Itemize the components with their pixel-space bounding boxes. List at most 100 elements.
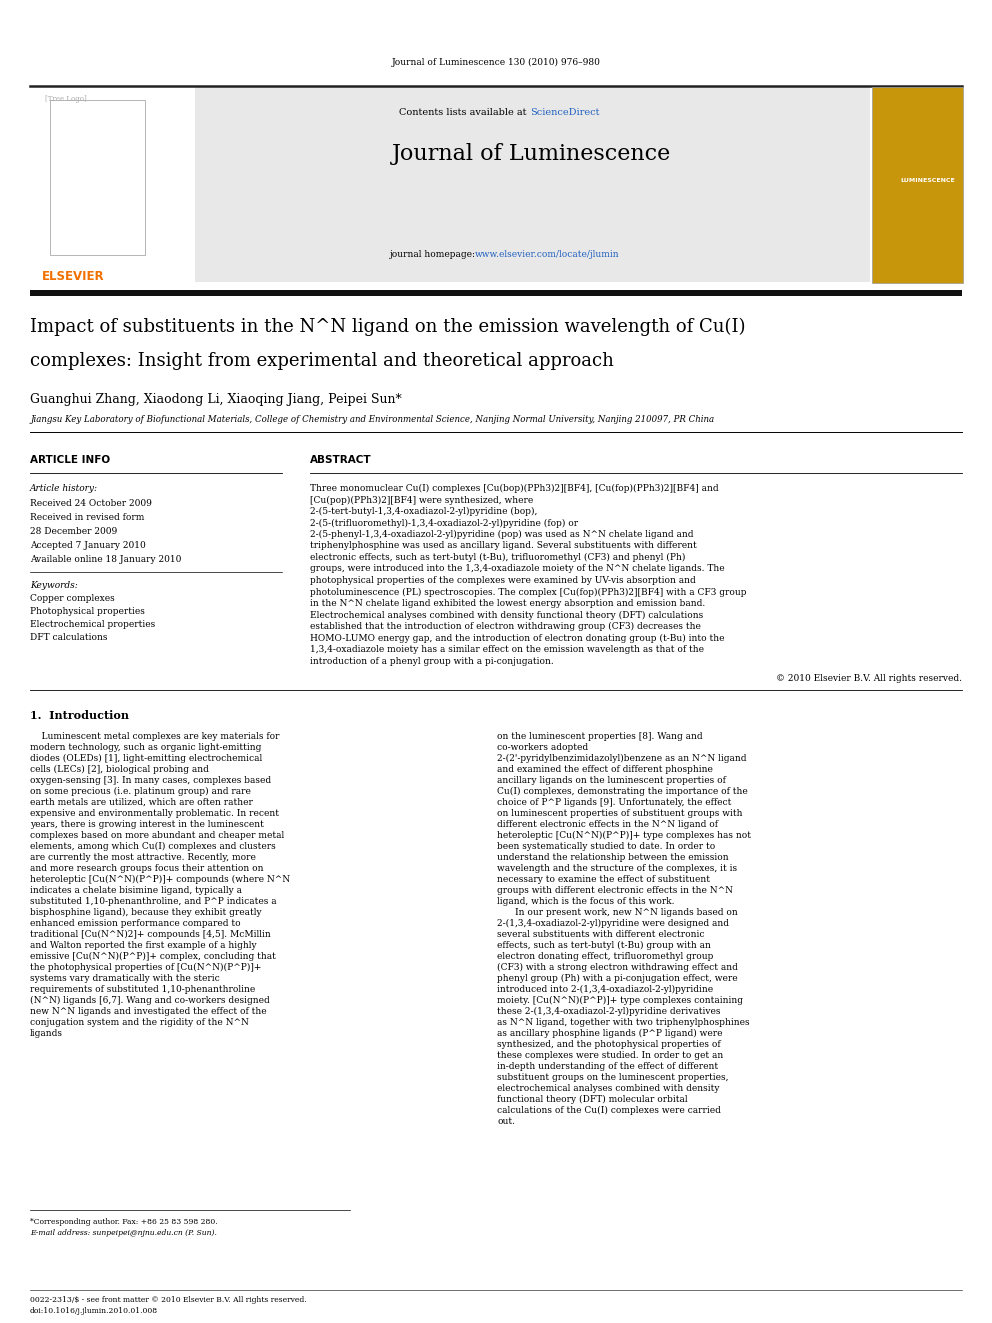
Text: ScienceDirect: ScienceDirect (530, 108, 599, 116)
Text: heteroleptic [Cu(N^N)(P^P)]+ compounds (where N^N: heteroleptic [Cu(N^N)(P^P)]+ compounds (… (30, 875, 290, 884)
Text: Available online 18 January 2010: Available online 18 January 2010 (30, 556, 182, 564)
Text: ARTICLE INFO: ARTICLE INFO (30, 455, 110, 464)
Text: (N^N) ligands [6,7]. Wang and co-workers designed: (N^N) ligands [6,7]. Wang and co-workers… (30, 996, 270, 1005)
Text: systems vary dramatically with the steric: systems vary dramatically with the steri… (30, 974, 220, 983)
Text: cells (LECs) [2], biological probing and: cells (LECs) [2], biological probing and (30, 765, 209, 774)
Text: years, there is growing interest in the luminescent: years, there is growing interest in the … (30, 820, 264, 830)
Text: doi:10.1016/j.jlumin.2010.01.008: doi:10.1016/j.jlumin.2010.01.008 (30, 1307, 158, 1315)
Text: Accepted 7 January 2010: Accepted 7 January 2010 (30, 541, 146, 550)
Text: photophysical properties of the complexes were examined by UV-vis absorption and: photophysical properties of the complexe… (310, 576, 695, 585)
Text: electrochemical analyses combined with density: electrochemical analyses combined with d… (497, 1084, 719, 1093)
Text: groups, were introduced into the 1,3,4-oxadiazole moiety of the N^N chelate liga: groups, were introduced into the 1,3,4-o… (310, 565, 724, 573)
Text: bisphosphine ligand), because they exhibit greatly: bisphosphine ligand), because they exhib… (30, 908, 262, 917)
Bar (30, 290, 962, 296)
Text: Keywords:: Keywords: (30, 581, 77, 590)
Text: and Walton reported the first example of a highly: and Walton reported the first example of… (30, 941, 257, 950)
Bar (30, 87, 193, 282)
Bar (50, 101, 145, 255)
Text: www.elsevier.com/locate/jlumin: www.elsevier.com/locate/jlumin (475, 250, 620, 259)
Text: conjugation system and the rigidity of the N^N: conjugation system and the rigidity of t… (30, 1017, 249, 1027)
Text: 2-(1,3,4-oxadiazol-2-yl)pyridine were designed and: 2-(1,3,4-oxadiazol-2-yl)pyridine were de… (497, 919, 729, 929)
Text: *Corresponding author. Fax: +86 25 83 598 280.: *Corresponding author. Fax: +86 25 83 59… (30, 1218, 217, 1226)
Text: in the N^N chelate ligand exhibited the lowest energy absorption and emission ba: in the N^N chelate ligand exhibited the … (310, 599, 705, 609)
Text: out.: out. (497, 1117, 515, 1126)
Text: electron donating effect, trifluoromethyl group: electron donating effect, trifluoromethy… (497, 953, 713, 960)
Text: Electrochemical analyses combined with density functional theory (DFT) calculati: Electrochemical analyses combined with d… (310, 610, 703, 619)
Text: necessary to examine the effect of substituent: necessary to examine the effect of subst… (497, 875, 710, 884)
Text: functional theory (DFT) molecular orbital: functional theory (DFT) molecular orbita… (497, 1095, 687, 1105)
Text: new N^N ligands and investigated the effect of the: new N^N ligands and investigated the eff… (30, 1007, 267, 1016)
Text: Guanghui Zhang, Xiaodong Li, Xiaoqing Jiang, Peipei Sun*: Guanghui Zhang, Xiaodong Li, Xiaoqing Ji… (30, 393, 402, 406)
Text: Luminescent metal complexes are key materials for: Luminescent metal complexes are key mate… (30, 732, 280, 741)
Text: Article history:: Article history: (30, 484, 98, 493)
Text: elements, among which Cu(I) complexes and clusters: elements, among which Cu(I) complexes an… (30, 841, 276, 851)
Text: substituted 1,10-phenanthroline, and P^P indicates a: substituted 1,10-phenanthroline, and P^P… (30, 897, 277, 906)
Text: as ancillary phosphine ligands (P^P ligand) were: as ancillary phosphine ligands (P^P liga… (497, 1029, 722, 1039)
Text: © 2010 Elsevier B.V. All rights reserved.: © 2010 Elsevier B.V. All rights reserved… (776, 673, 962, 683)
Text: Jiangsu Key Laboratory of Biofunctional Materials, College of Chemistry and Envi: Jiangsu Key Laboratory of Biofunctional … (30, 415, 714, 423)
Text: substituent groups on the luminescent properties,: substituent groups on the luminescent pr… (497, 1073, 728, 1082)
Text: choice of P^P ligands [9]. Unfortunately, the effect: choice of P^P ligands [9]. Unfortunately… (497, 798, 731, 807)
Text: enhanced emission performance compared to: enhanced emission performance compared t… (30, 919, 241, 927)
Text: Electrochemical properties: Electrochemical properties (30, 620, 156, 628)
Text: oxygen-sensing [3]. In many cases, complexes based: oxygen-sensing [3]. In many cases, compl… (30, 777, 271, 785)
Text: 28 December 2009: 28 December 2009 (30, 527, 117, 536)
Text: [Cu(pop)(PPh3)2][BF4] were synthesized, where: [Cu(pop)(PPh3)2][BF4] were synthesized, … (310, 496, 534, 504)
Text: calculations of the Cu(I) complexes were carried: calculations of the Cu(I) complexes were… (497, 1106, 721, 1115)
Text: Copper complexes: Copper complexes (30, 594, 115, 603)
Text: LUMINESCENCE: LUMINESCENCE (900, 177, 954, 183)
Text: 2-(5-phenyl-1,3,4-oxadiazol-2-yl)pyridine (pop) was used as N^N chelate ligand a: 2-(5-phenyl-1,3,4-oxadiazol-2-yl)pyridin… (310, 531, 693, 540)
Text: and more research groups focus their attention on: and more research groups focus their att… (30, 864, 264, 873)
Text: Received in revised form: Received in revised form (30, 513, 145, 523)
Text: ligands: ligands (30, 1029, 63, 1039)
Text: Journal of Luminescence: Journal of Luminescence (393, 143, 672, 165)
Text: been systematically studied to date. In order to: been systematically studied to date. In … (497, 841, 715, 851)
Text: understand the relationship between the emission: understand the relationship between the … (497, 853, 729, 863)
Text: photoluminescence (PL) spectroscopies. The complex [Cu(fop)(PPh3)2][BF4] with a : photoluminescence (PL) spectroscopies. T… (310, 587, 747, 597)
Text: DFT calculations: DFT calculations (30, 632, 107, 642)
Text: ligand, which is the focus of this work.: ligand, which is the focus of this work. (497, 897, 675, 906)
Text: on the luminescent properties [8]. Wang and: on the luminescent properties [8]. Wang … (497, 732, 702, 741)
Text: expensive and environmentally problematic. In recent: expensive and environmentally problemati… (30, 808, 279, 818)
Text: and examined the effect of different phosphine: and examined the effect of different pho… (497, 765, 713, 774)
Text: different electronic effects in the N^N ligand of: different electronic effects in the N^N … (497, 820, 718, 830)
Text: journal homepage:: journal homepage: (390, 250, 479, 259)
Bar (195, 87, 870, 282)
Text: traditional [Cu(N^N)2]+ compounds [4,5]. McMillin: traditional [Cu(N^N)2]+ compounds [4,5].… (30, 930, 271, 939)
Text: ELSEVIER: ELSEVIER (42, 270, 104, 283)
Text: the photophysical properties of [Cu(N^N)(P^P)]+: the photophysical properties of [Cu(N^N)… (30, 963, 261, 972)
Text: complexes: Insight from experimental and theoretical approach: complexes: Insight from experimental and… (30, 352, 614, 370)
Text: are currently the most attractive. Recently, more: are currently the most attractive. Recen… (30, 853, 256, 863)
Text: Photophysical properties: Photophysical properties (30, 607, 145, 617)
Text: moiety. [Cu(N^N)(P^P)]+ type complexes containing: moiety. [Cu(N^N)(P^P)]+ type complexes c… (497, 996, 743, 1005)
Text: heteroleptic [Cu(N^N)(P^P)]+ type complexes has not: heteroleptic [Cu(N^N)(P^P)]+ type comple… (497, 831, 751, 840)
Text: Contents lists available at: Contents lists available at (400, 108, 530, 116)
Text: modern technology, such as organic light-emitting: modern technology, such as organic light… (30, 744, 261, 751)
Text: Three monomuclear Cu(I) complexes [Cu(bop)(PPh3)2][BF4], [Cu(fop)(PPh3)2][BF4] a: Three monomuclear Cu(I) complexes [Cu(bo… (310, 484, 718, 493)
Text: in-depth understanding of the effect of different: in-depth understanding of the effect of … (497, 1062, 718, 1072)
Text: introduction of a phenyl group with a pi-conjugation.: introduction of a phenyl group with a pi… (310, 656, 554, 665)
Text: Cu(I) complexes, demonstrating the importance of the: Cu(I) complexes, demonstrating the impor… (497, 787, 748, 796)
Text: In our present work, new N^N ligands based on: In our present work, new N^N ligands bas… (515, 908, 738, 917)
Text: ABSTRACT: ABSTRACT (310, 455, 372, 464)
Bar (872, 87, 963, 283)
Text: several substituents with different electronic: several substituents with different elec… (497, 930, 704, 939)
Text: complexes based on more abundant and cheaper metal: complexes based on more abundant and che… (30, 831, 285, 840)
Text: diodes (OLEDs) [1], light-emitting electrochemical: diodes (OLEDs) [1], light-emitting elect… (30, 754, 262, 763)
Text: on some precious (i.e. platinum group) and rare: on some precious (i.e. platinum group) a… (30, 787, 251, 796)
Text: earth metals are utilized, which are often rather: earth metals are utilized, which are oft… (30, 798, 253, 807)
Text: introduced into 2-(1,3,4-oxadiazol-2-yl)pyridine: introduced into 2-(1,3,4-oxadiazol-2-yl)… (497, 986, 713, 994)
Text: on luminescent properties of substituent groups with: on luminescent properties of substituent… (497, 808, 742, 818)
Text: these 2-(1,3,4-oxadiazol-2-yl)pyridine derivatives: these 2-(1,3,4-oxadiazol-2-yl)pyridine d… (497, 1007, 720, 1016)
Text: Journal of Luminescence 130 (2010) 976–980: Journal of Luminescence 130 (2010) 976–9… (392, 58, 600, 67)
Text: E-mail address: sunpeipei@njnu.edu.cn (P. Sun).: E-mail address: sunpeipei@njnu.edu.cn (P… (30, 1229, 217, 1237)
Text: ancillary ligands on the luminescent properties of: ancillary ligands on the luminescent pro… (497, 777, 726, 785)
Text: Received 24 October 2009: Received 24 October 2009 (30, 499, 152, 508)
Text: phenyl group (Ph) with a pi-conjugation effect, were: phenyl group (Ph) with a pi-conjugation … (497, 974, 738, 983)
Text: as N^N ligand, together with two triphenylphosphines: as N^N ligand, together with two triphen… (497, 1017, 750, 1027)
Text: triphenylphosphine was used as ancillary ligand. Several substituents with diffe: triphenylphosphine was used as ancillary… (310, 541, 696, 550)
Text: Impact of substituents in the N^N ligand on the emission wavelength of Cu(I): Impact of substituents in the N^N ligand… (30, 318, 746, 336)
Text: co-workers adopted: co-workers adopted (497, 744, 588, 751)
Text: HOMO-LUMO energy gap, and the introduction of electron donating group (t-Bu) int: HOMO-LUMO energy gap, and the introducti… (310, 634, 724, 643)
Text: indicates a chelate bisimine ligand, typically a: indicates a chelate bisimine ligand, typ… (30, 886, 242, 894)
